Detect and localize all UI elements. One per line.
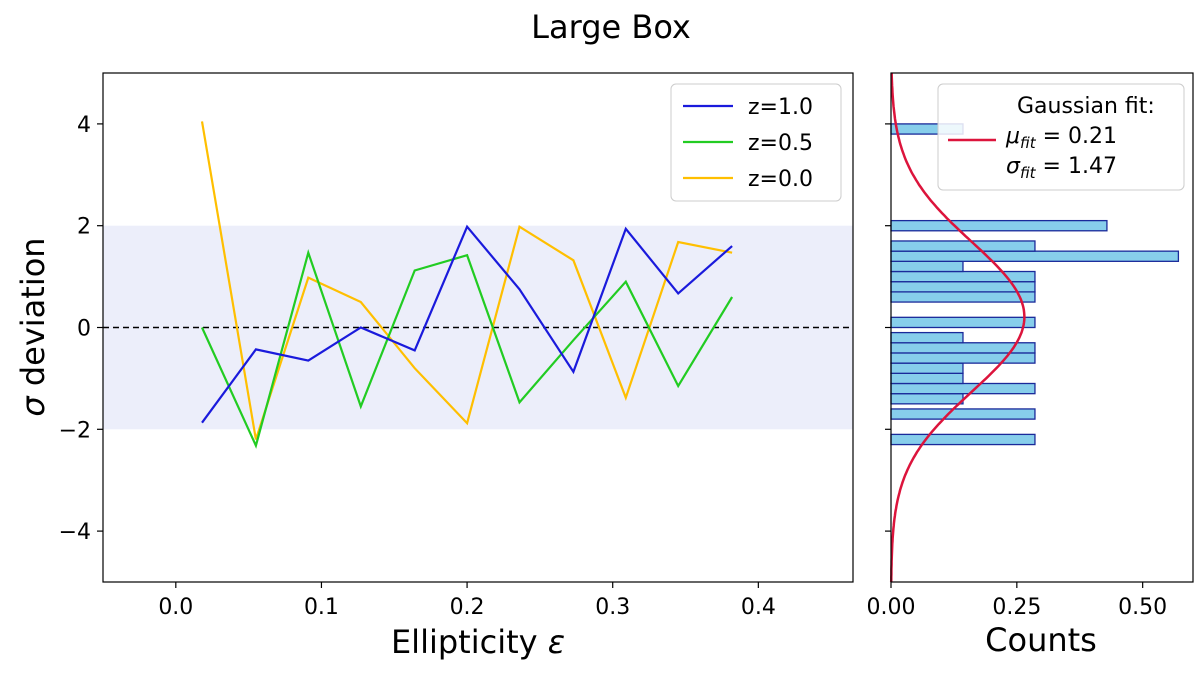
hist-x-tick-label: 0.25 (992, 595, 1041, 620)
main-plot-frame (102, 72, 854, 583)
legend-label: z=1.0 (748, 95, 813, 120)
sigma-value: 1.47 (1068, 154, 1117, 179)
x-tick-label: 0.4 (741, 595, 776, 620)
fit-legend-mu: μfit = 0.21 (1005, 124, 1117, 152)
series-line-z-0-5 (200, 248, 734, 449)
x-axis-title-symbol: ε (548, 623, 565, 661)
y-tick-label: 0 (77, 317, 91, 342)
y-axis-title: σ deviation (14, 237, 52, 416)
sigma-symbol: σ (1006, 154, 1021, 179)
x-tick-label: 0.1 (304, 595, 339, 620)
main-x-ticks: 0.0 0.1 0.2 0.3 0.4 (158, 582, 776, 620)
histogram-bar (890, 291, 1036, 303)
mu-symbol: μ (1005, 124, 1020, 149)
fit-legend: Gaussian fit: μfit = 0.21 σfit = 1.47 (937, 83, 1185, 191)
main-legend: z=1.0 z=0.5 z=0.0 (670, 83, 842, 202)
hist-plot-frame (890, 72, 1194, 583)
series-line-z-0-0 (200, 121, 733, 440)
histogram-bar (890, 219, 1108, 232)
x-axis-title: Ellipticity ε (391, 623, 565, 661)
x-tick-label: 0.3 (595, 595, 630, 620)
hist-x-axis-title: Counts (985, 621, 1097, 659)
histogram-bar (890, 393, 964, 405)
histogram-bar (890, 372, 964, 385)
fit-legend-label: Gaussian fit: (1017, 94, 1155, 119)
histogram-bar (890, 382, 1036, 395)
hist-x-tick-label: 0.50 (1118, 595, 1167, 620)
histogram-bar (890, 352, 1036, 364)
histogram-bar (890, 260, 964, 273)
y-tick-label: −4 (59, 520, 91, 545)
gaussian-fit-curve (889, 73, 1026, 583)
x-axis-title-text: Ellipticity (391, 623, 538, 661)
legend-box (670, 83, 842, 202)
hist-x-ticks: 0.00 0.25 0.50 (867, 582, 1167, 620)
legend-label: z=0.0 (748, 167, 813, 192)
histogram-bar (890, 270, 1036, 283)
y-axis-title-symbol: σ (14, 395, 52, 417)
chart-title: Large Box (531, 8, 691, 46)
mu-subscript: fit (1020, 134, 1037, 152)
histogram-bar (890, 240, 1036, 252)
histogram-bar (890, 316, 1036, 329)
sigma-subscript: fit (1020, 164, 1037, 182)
histogram-bar (890, 331, 964, 344)
fit-legend-sigma: σfit = 1.47 (1006, 154, 1117, 182)
fit-legend-box (937, 83, 1185, 191)
histogram-panel: 0.00 0.25 0.50 Gaussian fit: μfit = 0.21 σ… (867, 72, 1194, 659)
histogram-bars (890, 123, 1180, 446)
x-tick-label: 0.0 (158, 595, 193, 620)
histogram-bar (890, 408, 1036, 420)
y-tick-label: −2 (59, 418, 91, 443)
hist-y-ticks (885, 123, 891, 532)
mu-value: 0.21 (1068, 124, 1117, 149)
histogram-bar (890, 433, 1036, 446)
y-tick-label: 2 (77, 215, 91, 240)
x-tick-label: 0.2 (450, 595, 485, 620)
hist-x-tick-label: 0.00 (867, 595, 916, 620)
y-tick-label: 4 (77, 113, 91, 138)
legend-label: z=0.5 (748, 131, 813, 156)
series-lines (200, 121, 734, 449)
histogram-bar (890, 362, 964, 374)
histogram-bar (890, 250, 1180, 262)
main-y-ticks: −4 −2 0 2 4 (59, 113, 103, 545)
y-axis-title-text: deviation (14, 237, 52, 386)
series-line-z-1-0 (201, 224, 733, 424)
